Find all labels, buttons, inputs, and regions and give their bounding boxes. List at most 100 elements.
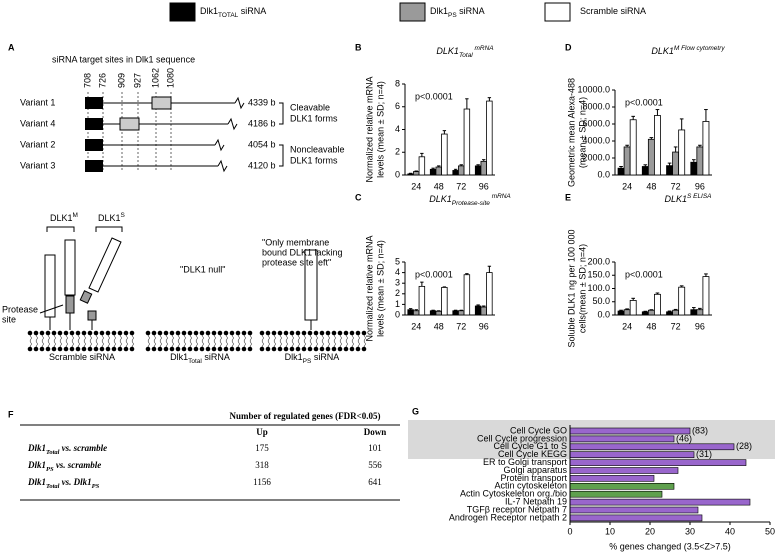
chart-title-part: DLK1 [429, 194, 452, 204]
chart-title-part: DLK1 [665, 194, 688, 204]
condition-label-part: Dlk1 [170, 352, 188, 362]
legend-label-part: Dlk1 [430, 6, 448, 16]
lipid-head [193, 330, 199, 336]
lipid-tail [243, 334, 246, 348]
y-tick-label: 2 [395, 288, 400, 298]
lipid-tail [183, 334, 186, 348]
lipid-head [241, 330, 247, 336]
protein-label-part: DLK1 [98, 213, 121, 223]
lipid-tail [231, 334, 234, 348]
lipid-head [259, 346, 265, 352]
lipid-head [289, 346, 295, 352]
bar [569, 427, 691, 435]
x-tick-label: 30 [685, 526, 695, 536]
table-row-label-part: Dlk1 [27, 460, 46, 470]
lipid-head [343, 346, 349, 352]
error-bar [679, 285, 684, 288]
y-tick-label: 0 [395, 309, 400, 319]
lipid-head [157, 346, 163, 352]
bar-note: (46) [676, 433, 692, 443]
error-bar [698, 307, 702, 310]
y-axis-label: Soluble DLK1 ng per 100 000 [566, 229, 576, 347]
x-tick-label: 72 [671, 181, 681, 191]
error-bar [673, 308, 678, 311]
error-bar [453, 168, 458, 171]
lipid-head [69, 330, 75, 336]
error-bar [673, 146, 678, 153]
y-tick-label: 1 [395, 299, 400, 309]
bar [569, 475, 655, 482]
lipid-head [69, 346, 75, 352]
bar [407, 309, 414, 316]
lipid-head [319, 330, 325, 336]
table-cell: 175 [255, 443, 269, 453]
bar [690, 161, 698, 176]
bar [480, 160, 487, 176]
bar [641, 166, 649, 176]
bar [429, 310, 437, 316]
y-tick-label: 200.0 [587, 256, 610, 266]
lipid-tail [237, 334, 240, 348]
bar [623, 146, 631, 176]
x-tick-label: 48 [646, 321, 656, 331]
group-label: Cleavable [290, 102, 330, 112]
lipid-head [283, 330, 289, 336]
lipid-tail [351, 334, 354, 348]
lipid-tail [165, 334, 168, 348]
diagram-note: bound DLK1 lacking [262, 247, 343, 257]
table-column: Down [364, 427, 387, 437]
bar [690, 309, 698, 316]
bar [569, 514, 703, 522]
error-bar [437, 310, 441, 312]
protease-label: site [2, 314, 16, 324]
lipid-head [217, 330, 223, 336]
bar [569, 490, 663, 498]
table-row-label-part: vs. scramble [54, 460, 102, 470]
lipid-tail [273, 334, 276, 348]
x-tick-label: 72 [671, 321, 681, 331]
x-tick-label: 24 [411, 181, 421, 191]
bar [441, 133, 448, 176]
lipid-head [217, 346, 223, 352]
lipid-head [241, 346, 247, 352]
transcript-break [217, 159, 228, 173]
legend-label-part: Dlk1 [200, 6, 218, 16]
bar [458, 310, 465, 316]
y-tick-label: 3 [395, 278, 400, 288]
table-row-label: Dlk1Total vs. scramble [27, 443, 107, 456]
site-label: 927 [132, 73, 142, 88]
lipid-head [75, 346, 81, 352]
error-bar [643, 310, 648, 312]
lipid-tail [171, 334, 174, 348]
error-bar [482, 159, 486, 162]
lipid-head [75, 330, 81, 336]
bar-note: (31) [696, 449, 712, 459]
y-tick-label: 6 [395, 101, 400, 111]
table-cell: 318 [255, 460, 269, 470]
error-bar [420, 281, 424, 287]
lipid-head [349, 330, 355, 336]
target-site [85, 97, 103, 109]
lipid-head [181, 346, 187, 352]
bar [672, 151, 680, 176]
lipid-head [259, 330, 265, 336]
lipid-head [45, 346, 51, 352]
lipid-tail [53, 334, 56, 348]
error-bar [442, 130, 447, 135]
lipid-head [87, 330, 93, 336]
bar [486, 272, 493, 316]
bar [569, 498, 751, 506]
site-label: 1080 [165, 68, 175, 88]
lipid-tail [83, 334, 86, 348]
transcript-break [227, 117, 238, 131]
table-cell: 101 [368, 443, 382, 453]
diagram-note: protease site left" [262, 257, 331, 267]
lipid-head [247, 346, 253, 352]
bar [452, 170, 459, 176]
lipid-head [93, 346, 99, 352]
lipid-head [223, 330, 229, 336]
protein-label: DLK1M [50, 212, 78, 223]
error-bar [414, 170, 418, 172]
lipid-tail [297, 334, 300, 348]
lipid-head [271, 346, 277, 352]
